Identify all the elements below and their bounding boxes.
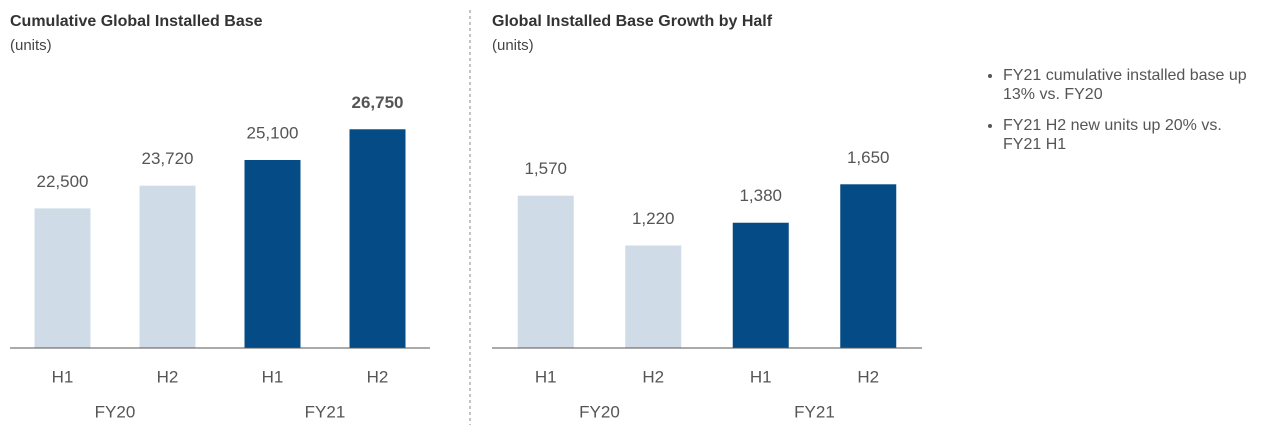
bar [840,184,897,348]
x-tick-label: H2 [642,367,664,386]
bar [139,185,196,348]
group-label: FY20 [579,402,620,421]
chart-subtitle: (units) [492,37,534,54]
group-label: FY21 [794,402,835,421]
chart-subtitle: (units) [10,37,52,54]
x-tick-label: H1 [262,367,284,386]
data-label: 22,500 [37,172,89,191]
data-label: 26,750 [352,93,404,112]
data-label: 1,570 [524,159,567,178]
x-tick-label: H1 [750,367,772,386]
bar [244,159,301,348]
x-tick-label: H1 [52,367,74,386]
group-label: FY20 [95,402,136,421]
data-label: 23,720 [142,149,194,168]
bullet: FY21 cumulative installed base up 13% vs… [1003,66,1258,104]
x-tick-label: H1 [535,367,557,386]
bullets: FY21 cumulative installed base up 13% vs… [985,66,1258,166]
chart-title: Cumulative Global Installed Base [10,13,263,30]
data-label: 1,650 [847,148,890,167]
bar [34,208,91,348]
x-tick-label: H2 [857,367,879,386]
charts: Cumulative Global Installed Base (units) 2… [10,10,922,425]
data-label: 1,380 [739,186,782,205]
bar [625,245,682,348]
x-tick-label: H2 [157,367,179,386]
data-label: 1,220 [632,209,675,228]
chart-title: Global Installed Base Growth by Half [492,13,773,30]
bar [732,222,789,348]
bar [517,195,574,348]
bullet: FY21 H2 new units up 20% vs. FY21 H1 [1003,116,1258,154]
data-label: 25,100 [247,123,299,142]
x-tick-label: H2 [367,367,389,386]
group-label: FY21 [305,402,346,421]
bar [349,129,406,348]
